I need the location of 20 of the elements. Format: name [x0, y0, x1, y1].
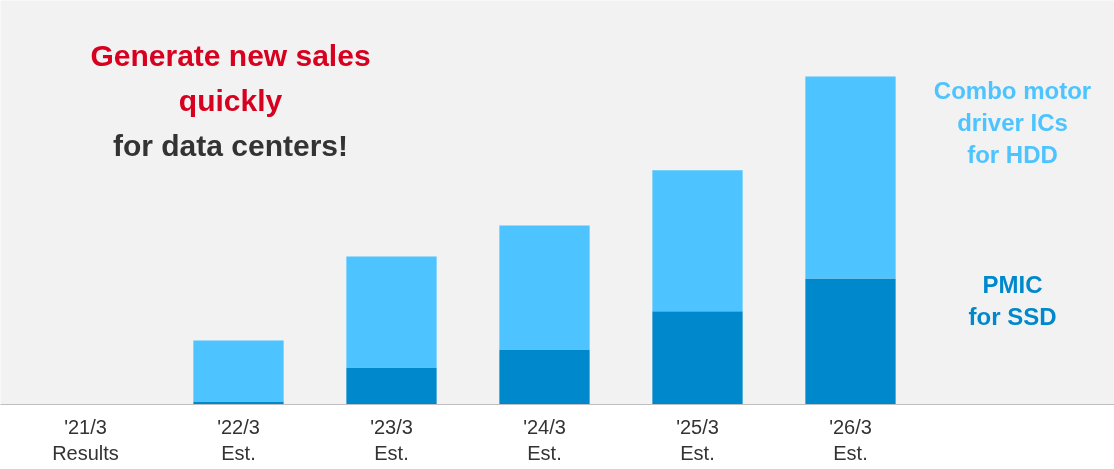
- x-tick-label: '23/3 Est.: [370, 415, 413, 464]
- annotation: quickly: [178, 84, 283, 117]
- annotation: for data centers!: [112, 129, 349, 162]
- x-tick-label: '26/3 Est.: [829, 415, 872, 464]
- text: PMIC for SSD: [968, 270, 1057, 331]
- text: Generate new sales: [90, 39, 371, 72]
- bar: [499, 225, 590, 350]
- bar: [805, 76, 896, 279]
- x-tick-label: '21/3 Results: [52, 415, 119, 464]
- x-tick-label: '24/3 Est.: [523, 415, 566, 464]
- bar: [346, 256, 437, 368]
- bar: [193, 340, 284, 402]
- x-tick-label: '22/3 Est.: [217, 415, 260, 464]
- x-tick-label: '25/3 Est.: [676, 415, 719, 464]
- bar: [805, 278, 896, 405]
- bar: [499, 349, 590, 405]
- bar: [346, 367, 437, 405]
- bar: [652, 311, 743, 405]
- series-label: Combo motor driver ICs for HDD: [933, 76, 1092, 169]
- bar: [652, 170, 743, 312]
